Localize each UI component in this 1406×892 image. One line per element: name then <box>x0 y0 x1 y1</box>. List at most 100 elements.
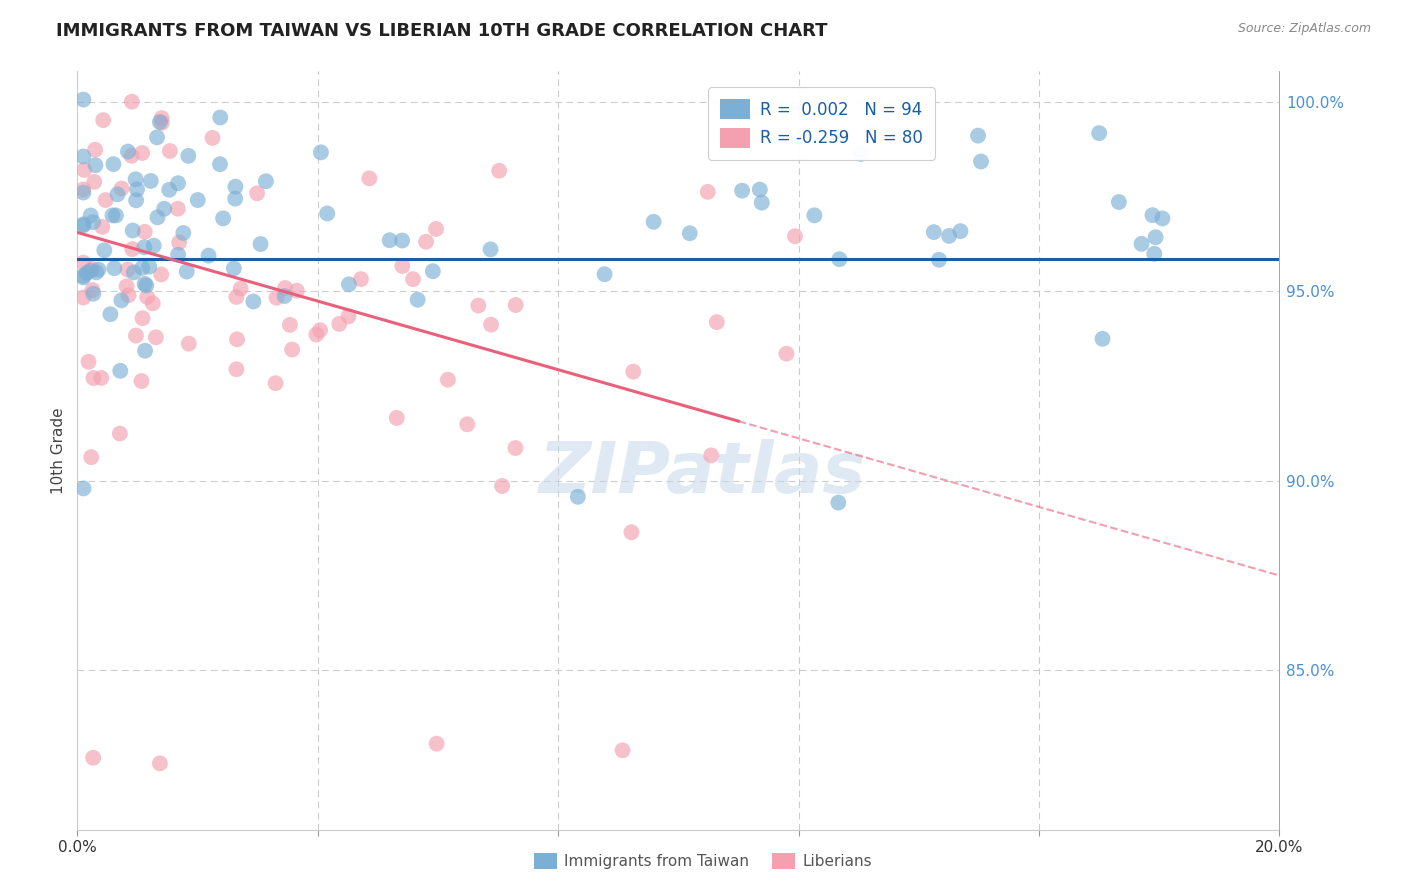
Point <box>146 130 169 145</box>
Point <box>567 490 589 504</box>
Point <box>103 157 125 171</box>
Point <box>134 225 156 239</box>
Point <box>134 343 156 358</box>
Point <box>131 311 153 326</box>
Point <box>222 261 245 276</box>
Text: ZIPatlas: ZIPatlas <box>538 439 866 508</box>
Point <box>72 218 94 232</box>
Point <box>134 277 156 291</box>
Point <box>402 272 425 286</box>
Point <box>229 282 252 296</box>
Point <box>103 261 125 276</box>
Point <box>242 294 264 309</box>
Point <box>1152 211 1174 226</box>
Point <box>121 242 143 256</box>
Point <box>72 219 94 233</box>
Point <box>696 185 718 199</box>
Point <box>593 267 616 281</box>
Point <box>305 327 328 342</box>
Point <box>226 332 249 346</box>
Point <box>72 182 94 196</box>
Point <box>117 288 139 302</box>
Point <box>131 146 153 161</box>
Point <box>731 184 754 198</box>
Point <box>80 450 103 465</box>
Point <box>751 195 773 210</box>
Point <box>479 243 502 257</box>
Point <box>149 115 172 129</box>
Point <box>391 234 413 248</box>
Point <box>84 143 107 157</box>
Point <box>177 149 200 163</box>
Point <box>285 284 308 298</box>
Point <box>1142 208 1164 222</box>
Point <box>505 298 527 312</box>
Point <box>273 289 295 303</box>
Point <box>107 187 129 202</box>
Point <box>176 264 198 278</box>
Point <box>209 111 232 125</box>
Point <box>167 176 190 190</box>
Point <box>225 362 247 376</box>
Point <box>309 323 332 337</box>
Legend: R =  0.002   N = 94, R = -0.259   N = 80: R = 0.002 N = 94, R = -0.259 N = 80 <box>709 87 935 160</box>
Point <box>76 266 98 280</box>
Point <box>224 179 246 194</box>
Point <box>783 229 806 244</box>
Point <box>679 226 702 240</box>
Point <box>72 482 94 496</box>
Point <box>246 186 269 201</box>
Point <box>621 365 644 379</box>
Point <box>505 441 527 455</box>
Point <box>316 206 339 220</box>
Point <box>108 426 131 441</box>
Y-axis label: 10th Grade: 10th Grade <box>51 407 66 494</box>
Point <box>278 318 301 332</box>
Point <box>337 277 360 292</box>
Point <box>225 290 247 304</box>
Point <box>350 272 373 286</box>
Point <box>266 291 288 305</box>
Point <box>264 376 287 391</box>
Point <box>136 290 159 304</box>
Point <box>612 743 634 757</box>
Point <box>121 149 143 163</box>
Point <box>167 202 190 216</box>
Point <box>80 209 103 223</box>
Point <box>125 328 148 343</box>
Point <box>87 262 110 277</box>
Point <box>82 371 104 385</box>
Point <box>77 355 100 369</box>
Point <box>1088 126 1111 140</box>
Point <box>82 283 104 297</box>
Point <box>124 172 146 186</box>
Point <box>425 222 447 236</box>
Point <box>72 268 94 283</box>
Point <box>970 154 993 169</box>
Point <box>177 336 200 351</box>
Point <box>391 259 413 273</box>
Point <box>149 756 172 771</box>
Point <box>134 240 156 254</box>
Point <box>150 116 173 130</box>
Point <box>437 373 460 387</box>
Point <box>254 174 277 188</box>
Point <box>212 211 235 226</box>
Point <box>803 208 825 222</box>
Point <box>131 260 153 275</box>
Point <box>167 248 190 262</box>
Point <box>73 162 96 177</box>
Point <box>706 315 728 329</box>
Point <box>406 293 429 307</box>
Point <box>79 264 101 278</box>
Point <box>1091 332 1114 346</box>
Point <box>359 171 381 186</box>
Point <box>139 174 162 188</box>
Point <box>157 183 180 197</box>
Point <box>197 249 219 263</box>
Point <box>72 93 94 107</box>
Point <box>479 318 502 332</box>
Point <box>125 182 148 196</box>
Point <box>488 163 510 178</box>
Point <box>1108 195 1130 210</box>
